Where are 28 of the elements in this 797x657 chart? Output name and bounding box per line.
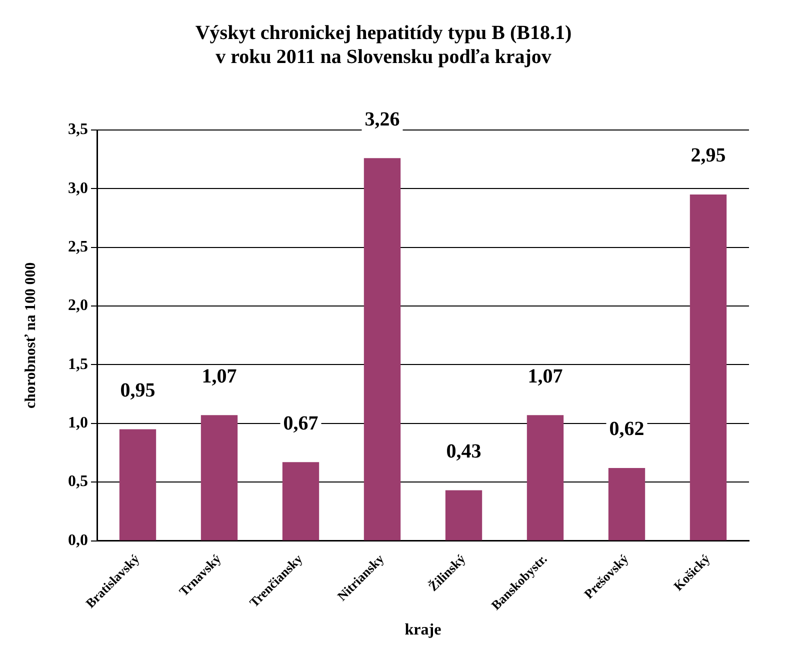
data-label: 0,62: [609, 418, 644, 440]
data-label: 0,67: [283, 412, 318, 434]
y-tick-label: 2,5: [68, 238, 88, 256]
x-axis-title: kraje: [404, 622, 442, 639]
bar: [119, 429, 156, 540]
data-label: 1,07: [202, 365, 237, 388]
y-tick-label: 0,5: [68, 473, 88, 490]
data-label: 0,95: [120, 379, 156, 402]
chart-subtitle: v roku 2011 na Slovensku podľa krajov: [216, 46, 552, 68]
data-label: 2,95: [690, 144, 726, 167]
data-label: 0,43: [446, 440, 482, 462]
bar: [690, 194, 727, 540]
bar: [200, 415, 238, 540]
y-tick-label: 1,5: [68, 356, 88, 373]
y-tick-label: 3,0: [68, 180, 88, 197]
y-tick-label: 1,0: [68, 414, 88, 432]
chart-title: Výskyt chronickej hepatitídy typu B (B18.1): [195, 22, 572, 44]
y-tick-label: 2,0: [68, 297, 88, 314]
data-label: 3,26: [364, 108, 400, 130]
data-label: 1,07: [528, 365, 563, 388]
bar: [364, 158, 401, 540]
bar: [608, 468, 646, 540]
y-tick-label: 0,0: [68, 532, 88, 549]
bar: [282, 462, 320, 540]
y-tick-label: 3,5: [68, 121, 88, 138]
bar: [526, 415, 564, 540]
bar: [445, 490, 482, 540]
y-axis-title: chorobnosť na 100 000: [22, 262, 39, 409]
